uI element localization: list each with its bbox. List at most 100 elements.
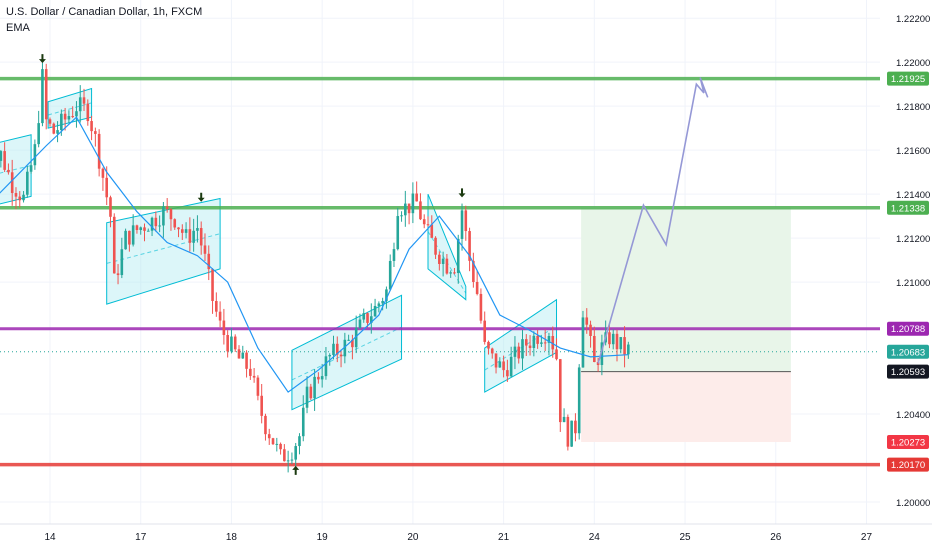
- pivot-badge: [887, 321, 929, 336]
- candle-body: [415, 193, 418, 202]
- channel-drawings[interactable]: [0, 87, 558, 411]
- candle-body: [196, 228, 199, 231]
- candle-body: [112, 216, 116, 274]
- candle-body: [479, 293, 483, 321]
- price-tick-label: 1.21200: [896, 234, 930, 245]
- pivot-badge-label: 1.20788: [891, 324, 925, 335]
- candle-body: [335, 343, 339, 355]
- candle-body: [249, 368, 252, 376]
- candle-body: [86, 103, 90, 122]
- price-tick-label: 1.22200: [896, 14, 930, 25]
- time-tick-label: 21: [498, 532, 510, 543]
- candle-body: [438, 254, 441, 264]
- candle-body: [498, 361, 502, 368]
- candle-body: [203, 245, 207, 254]
- channel-midline: [106, 233, 221, 264]
- candle-body: [192, 230, 195, 243]
- candle-body: [373, 305, 377, 317]
- candle-body: [381, 300, 384, 304]
- arrow-down-icon: [458, 188, 466, 198]
- candle-body: [388, 260, 392, 290]
- time-axis[interactable]: 14 17 18 19 20 21 24 25 26 27: [0, 523, 932, 550]
- candle-body: [475, 281, 479, 294]
- candle-body: [468, 231, 471, 261]
- stop-price-badge-label: 1.20273: [891, 437, 925, 448]
- indicator-label[interactable]: EMA: [6, 22, 30, 34]
- candle-body: [430, 224, 434, 238]
- candle-body: [48, 119, 52, 124]
- candle-body: [608, 332, 611, 345]
- candle-body: [146, 230, 150, 232]
- candle-body: [328, 354, 332, 357]
- candle-body: [305, 386, 309, 408]
- candle-body: [502, 361, 505, 371]
- candle-body: [396, 216, 400, 250]
- candle-body: [619, 337, 623, 350]
- candle-body: [75, 111, 78, 117]
- candle-body: [184, 229, 188, 233]
- candle-body: [566, 416, 570, 447]
- candle-body: [181, 229, 184, 233]
- candle-body: [241, 352, 245, 359]
- candle-body: [116, 273, 120, 276]
- candle-body: [559, 359, 562, 423]
- candle-body: [37, 123, 40, 145]
- candle-body: [404, 203, 407, 216]
- candle-body: [449, 272, 452, 274]
- price-tick-label: 1.22000: [896, 58, 930, 69]
- candle-body: [218, 311, 222, 321]
- stop-zone: [581, 371, 791, 442]
- support-badge: [887, 457, 929, 472]
- channel-midline: [291, 326, 402, 381]
- candle-body: [385, 289, 388, 301]
- stop-price-badge: [887, 434, 929, 449]
- candle-body: [392, 249, 396, 261]
- candle-body: [419, 201, 422, 220]
- candle-body: [347, 339, 350, 341]
- candle-body: [434, 237, 437, 255]
- candle-body: [124, 230, 127, 250]
- time-tick-label: 25: [679, 532, 691, 543]
- candle-body: [309, 386, 313, 399]
- candle-body: [165, 206, 169, 210]
- candle-body: [313, 376, 316, 399]
- candle-body: [377, 303, 381, 306]
- candle-body: [464, 210, 468, 232]
- candle-body: [158, 225, 161, 227]
- candle-body: [298, 436, 301, 447]
- candle-body: [97, 133, 101, 169]
- candle-body: [422, 219, 426, 225]
- channel-shape: [106, 197, 221, 305]
- symbol-title: U.S. Dollar / Canadian Dollar, 1h, FXCM: [6, 6, 203, 18]
- candle-body: [90, 121, 93, 132]
- candle-body: [320, 376, 324, 380]
- candle-body: [441, 258, 445, 264]
- candle-body: [362, 313, 366, 320]
- time-tick-label: 18: [226, 532, 238, 543]
- channel-shape: [291, 294, 403, 411]
- candle-body: [14, 193, 18, 197]
- candle-body: [283, 449, 286, 462]
- candle-body: [536, 335, 539, 344]
- projection-arrow[interactable]: [597, 77, 709, 364]
- candle-body: [294, 446, 297, 460]
- candle-body: [517, 346, 521, 359]
- candle-body: [411, 193, 415, 214]
- candle-body: [585, 317, 589, 325]
- candle-body: [252, 375, 256, 378]
- candle-body: [487, 341, 490, 349]
- horizontal-levels[interactable]: [0, 76, 880, 467]
- candle-body: [279, 443, 282, 450]
- candle-body: [460, 210, 464, 239]
- candle-body: [143, 227, 146, 231]
- candle-body: [407, 203, 411, 214]
- candle-body: [528, 345, 532, 348]
- candle-body: [18, 196, 22, 201]
- candle-body: [627, 344, 630, 355]
- price-tick-label: 1.20400: [896, 410, 930, 421]
- candle-body: [260, 395, 263, 416]
- price-axis[interactable]: 1.20000 1.20400 1.21000 1.21200 1.21400 1.216…: [880, 0, 932, 524]
- candle-body: [513, 346, 517, 357]
